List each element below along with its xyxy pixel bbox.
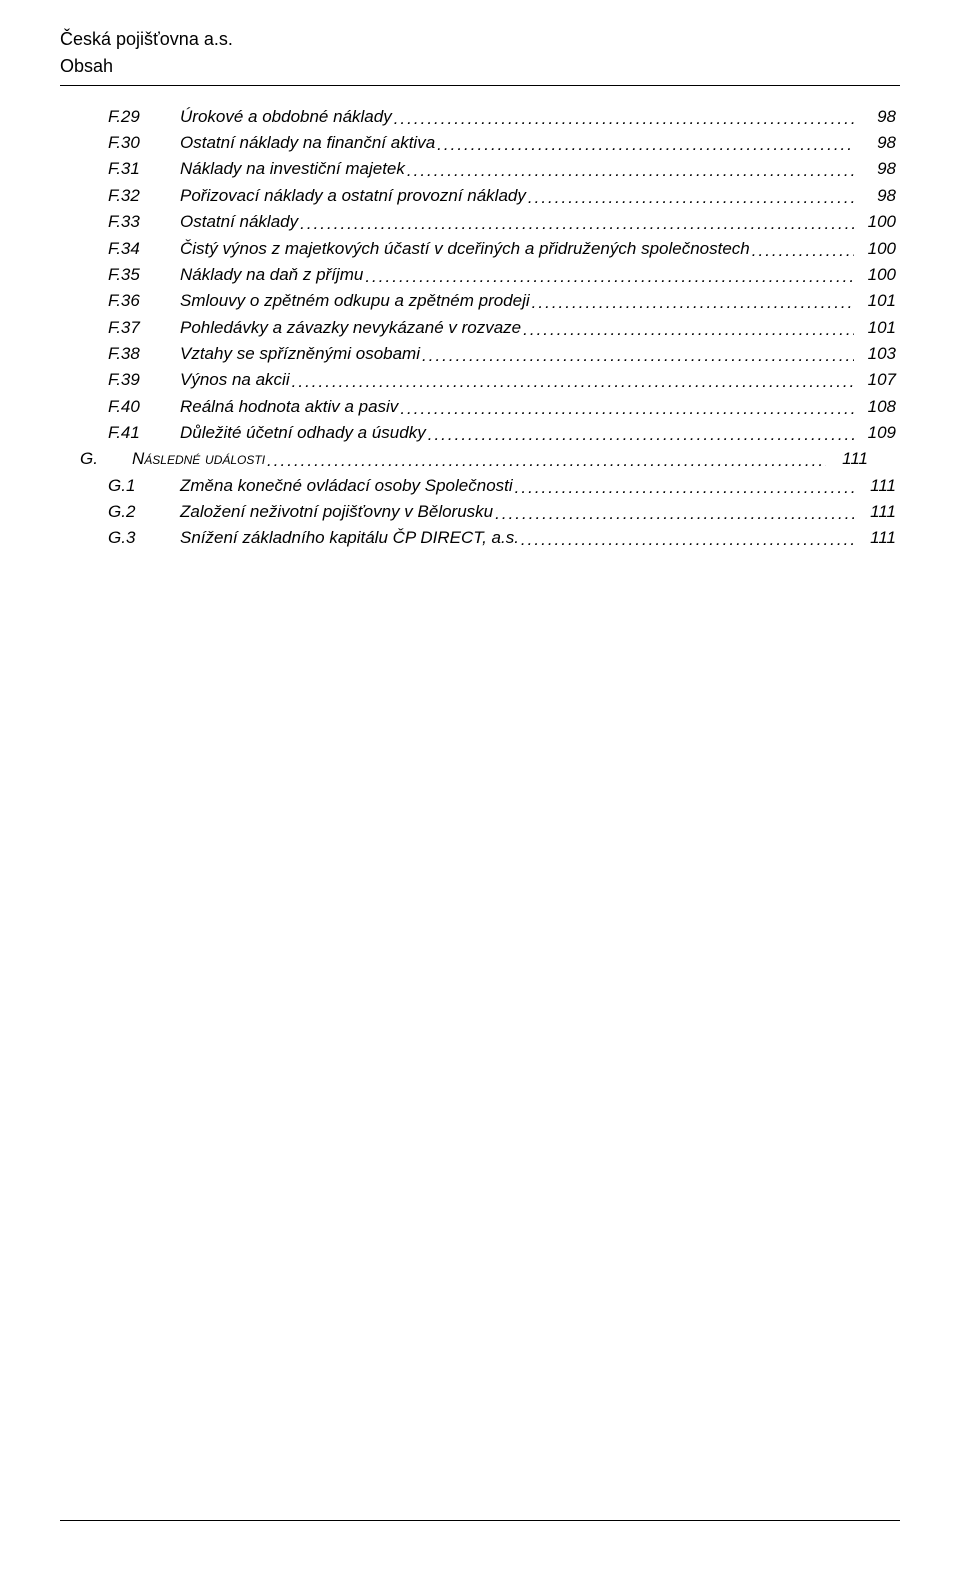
toc-code: F.36 [108,288,180,314]
toc-leader [437,132,854,158]
toc-row: F.35Náklady na daň z příjmu 100 [108,262,896,288]
table-of-contents: F.29Úrokové a obdobné náklady98F.30Ostat… [60,104,900,552]
toc-leader [300,211,854,237]
toc-row: G.Následné události 111 [80,446,868,472]
footer-rule [60,1520,900,1521]
toc-page: 101 [854,315,896,341]
page: Česká pojišťovna a.s. Obsah F.29Úrokové … [0,0,960,592]
toc-row: F.34Čistý výnos z majetkových účastí v d… [108,236,896,262]
toc-page: 109 [854,420,896,446]
toc-row: F.31Náklady na investiční majetek 98 [108,156,896,182]
toc-title: Ostatní náklady na finanční aktiva [180,130,437,156]
toc-code: F.33 [108,209,180,235]
toc-page: 98 [854,183,896,209]
toc-page: 111 [854,499,896,525]
toc-row: F.37Pohledávky a závazky nevykázané v ro… [108,315,896,341]
toc-leader [365,264,854,290]
toc-page: 98 [854,104,896,130]
toc-code: F.37 [108,315,180,341]
toc-leader [521,527,854,553]
toc-leader [528,185,854,211]
toc-row: G.3Snížení základního kapitálu ČP DIRECT… [108,525,896,551]
header-subtitle: Obsah [60,55,900,78]
toc-title: Úrokové a obdobné náklady [180,104,394,130]
toc-title: Pohledávky a závazky nevykázané v rozvaz… [180,315,523,341]
toc-page: 108 [854,394,896,420]
toc-page: 103 [854,341,896,367]
toc-row: F.36Smlouvy o zpětném odkupu a zpětném p… [108,288,896,314]
toc-leader [422,343,854,369]
toc-leader [428,422,854,448]
toc-row: G.1Změna konečné ovládací osoby Společno… [108,473,896,499]
toc-leader [532,290,854,316]
toc-leader [394,106,854,132]
toc-row: F.41Důležité účetní odhady a úsudky 109 [108,420,896,446]
toc-title: Vztahy se spřízněnými osobami [180,341,422,367]
toc-row: F.29Úrokové a obdobné náklady 98 [108,104,896,130]
toc-code: F.34 [108,236,180,262]
toc-code: F.40 [108,394,180,420]
toc-leader [515,475,854,501]
toc-code: F.35 [108,262,180,288]
toc-page: 100 [854,262,896,288]
toc-title: Smlouvy o zpětném odkupu a zpětném prode… [180,288,532,314]
toc-code: F.32 [108,183,180,209]
toc-code: F.29 [108,104,180,130]
toc-code: F.41 [108,420,180,446]
header-company: Česká pojišťovna a.s. [60,28,900,51]
toc-title: Náklady na investiční majetek [180,156,407,182]
toc-code: F.38 [108,341,180,367]
toc-page: 100 [854,209,896,235]
toc-leader [400,396,854,422]
toc-code: F.39 [108,367,180,393]
toc-page: 107 [854,367,896,393]
toc-page: 111 [854,473,896,499]
toc-title: Čistý výnos z majetkových účastí v dceři… [180,236,752,262]
toc-title: Následné události [132,446,267,472]
toc-leader [407,158,854,184]
toc-leader [292,369,854,395]
toc-title: Náklady na daň z příjmu [180,262,365,288]
toc-page: 111 [826,446,868,472]
toc-page: 98 [854,156,896,182]
toc-row: F.33Ostatní náklady 100 [108,209,896,235]
toc-title: Pořizovací náklady a ostatní provozní ná… [180,183,528,209]
toc-leader [752,238,854,264]
toc-leader [267,448,826,474]
toc-code: F.31 [108,156,180,182]
toc-title: Reálná hodnota aktiv a pasiv [180,394,400,420]
toc-leader [495,501,854,527]
toc-row: F.38Vztahy se spřízněnými osobami 103 [108,341,896,367]
toc-title: Výnos na akcii [180,367,292,393]
toc-code: G.1 [108,473,180,499]
header-rule [60,85,900,86]
toc-code: G.2 [108,499,180,525]
toc-page: 111 [854,525,896,551]
toc-row: F.32Pořizovací náklady a ostatní provozn… [108,183,896,209]
toc-page: 98 [854,130,896,156]
toc-page: 100 [854,236,896,262]
toc-title: Důležité účetní odhady a úsudky [180,420,428,446]
toc-row: F.30Ostatní náklady na finanční aktiva 98 [108,130,896,156]
toc-row: G.2Založení neživotní pojišťovny v Bělor… [108,499,896,525]
toc-row: F.40Reálná hodnota aktiv a pasiv 108 [108,394,896,420]
toc-code: G. [80,446,132,472]
toc-code: F.30 [108,130,180,156]
toc-title: Snížení základního kapitálu ČP DIRECT, a… [180,525,521,551]
toc-page: 101 [854,288,896,314]
toc-title: Změna konečné ovládací osoby Společnosti [180,473,515,499]
toc-leader [523,317,854,343]
toc-row: F.39Výnos na akcii 107 [108,367,896,393]
toc-code: G.3 [108,525,180,551]
toc-title: Ostatní náklady [180,209,300,235]
toc-title: Založení neživotní pojišťovny v Bělorusk… [180,499,495,525]
